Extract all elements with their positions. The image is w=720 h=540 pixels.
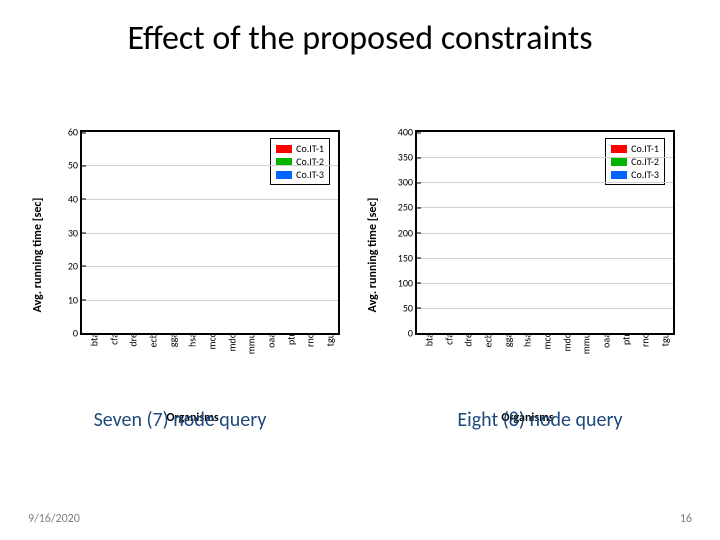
y-tick: 60 — [68, 126, 82, 139]
chart-left: Avg. running time [sec] Co.IT-1Co.IT-2Co… — [40, 125, 345, 385]
x-tick: ptr — [280, 333, 297, 345]
x-tick: mmu — [576, 333, 593, 354]
legend-swatch — [611, 171, 627, 179]
caption-left: Seven (7) node query — [0, 408, 360, 432]
slide-title: Effect of the proposed constraints — [0, 18, 720, 59]
y-axis-label: Avg. running time [sec] — [366, 198, 380, 313]
x-tick: dre — [458, 333, 475, 347]
y-tick: 20 — [68, 259, 82, 272]
x-tick: ptr — [615, 333, 632, 345]
x-tick: oaa — [261, 333, 278, 348]
x-tick: rno — [300, 333, 317, 347]
y-tick: 400 — [398, 126, 417, 139]
grid-line — [417, 233, 673, 234]
legend-swatch — [611, 158, 627, 166]
legend-item: Co.IT-1 — [611, 142, 659, 155]
y-tick: 10 — [68, 293, 82, 306]
y-tick: 100 — [398, 276, 417, 289]
grid-line — [82, 266, 338, 267]
legend-item: Co.IT-1 — [276, 142, 324, 155]
legend-swatch — [276, 171, 292, 179]
x-tick: hsa — [182, 333, 199, 347]
grid-line — [82, 165, 338, 166]
x-tick: tgu — [655, 333, 672, 346]
legend-label: Co.IT-3 — [296, 168, 324, 181]
x-tick: mdo — [556, 333, 573, 352]
y-tick: 0 — [408, 327, 417, 340]
legend: Co.IT-1Co.IT-2Co.IT-3 — [270, 138, 330, 185]
y-tick: 300 — [398, 176, 417, 189]
x-tick: mcc — [202, 333, 219, 349]
footer-page: 16 — [680, 512, 692, 526]
legend-label: Co.IT-1 — [296, 142, 324, 155]
y-axis-label: Avg. running time [sec] — [31, 198, 45, 313]
y-tick: 250 — [398, 201, 417, 214]
legend-item: Co.IT-3 — [611, 168, 659, 181]
y-tick: 0 — [73, 327, 82, 340]
legend-swatch — [276, 158, 292, 166]
y-tick: 200 — [398, 226, 417, 239]
x-tick: cfa — [438, 333, 455, 345]
grid-line — [417, 157, 673, 158]
grid-line — [417, 182, 673, 183]
grid-line — [82, 300, 338, 301]
grid-line — [417, 258, 673, 259]
legend-swatch — [611, 145, 627, 153]
legend-swatch — [276, 145, 292, 153]
grid-line — [82, 199, 338, 200]
x-tick: gga — [497, 333, 514, 347]
y-tick: 350 — [398, 151, 417, 164]
x-tick: ecb — [142, 333, 159, 347]
legend-label: Co.IT-3 — [631, 168, 659, 181]
legend-item: Co.IT-3 — [276, 168, 324, 181]
plot-area-left: Co.IT-1Co.IT-2Co.IT-3 0102030405060btacf… — [80, 130, 340, 335]
grid-line — [82, 233, 338, 234]
x-tick: oaa — [596, 333, 613, 348]
y-tick: 40 — [68, 192, 82, 205]
x-tick: hsa — [517, 333, 534, 347]
y-tick: 150 — [398, 251, 417, 264]
y-tick: 50 — [403, 301, 417, 314]
slide: Effect of the proposed constraints Avg. … — [0, 0, 720, 540]
legend-label: Co.IT-1 — [631, 142, 659, 155]
y-tick: 50 — [68, 159, 82, 172]
chart-right: Avg. running time [sec] Co.IT-1Co.IT-2Co… — [375, 125, 680, 385]
x-tick: ecb — [477, 333, 494, 347]
grid-line — [417, 308, 673, 309]
x-tick: bta — [83, 333, 100, 346]
caption-right: Eight (8) node query — [360, 408, 720, 432]
grid-line — [417, 207, 673, 208]
charts-row: Avg. running time [sec] Co.IT-1Co.IT-2Co… — [40, 125, 680, 385]
x-tick: gga — [162, 333, 179, 347]
x-tick: dre — [123, 333, 140, 347]
footer-date: 9/16/2020 — [28, 512, 80, 526]
legend: Co.IT-1Co.IT-2Co.IT-3 — [605, 138, 665, 185]
x-tick: mdo — [221, 333, 238, 352]
x-tick: mcc — [537, 333, 554, 349]
x-tick: cfa — [103, 333, 120, 345]
y-tick: 30 — [68, 226, 82, 239]
x-tick: tgu — [320, 333, 337, 346]
plot-area-right: Co.IT-1Co.IT-2Co.IT-3 050100150200250300… — [415, 130, 675, 335]
captions-row: Seven (7) node query Eight (8) node quer… — [0, 408, 720, 432]
x-tick: rno — [635, 333, 652, 347]
grid-line — [417, 283, 673, 284]
x-tick: bta — [418, 333, 435, 346]
x-tick: mmu — [241, 333, 258, 354]
